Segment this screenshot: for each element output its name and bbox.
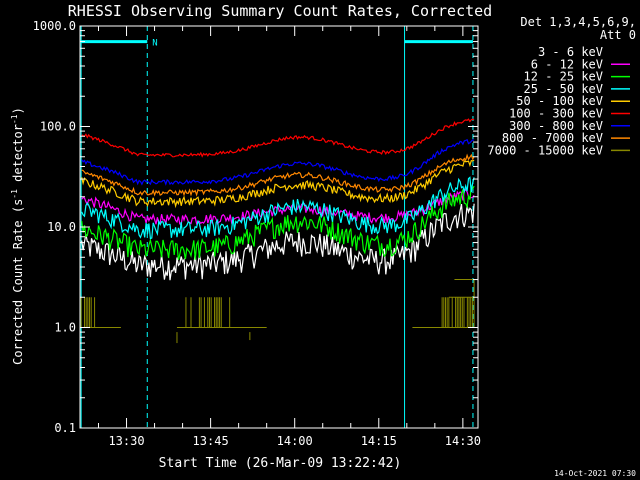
legend-label: 100 - 300 keV (509, 107, 603, 121)
series-line-800-7000-kev (81, 153, 475, 197)
y-tick-label: 1.0 (54, 321, 76, 335)
legend-label: 3 - 6 keV (538, 45, 603, 59)
legend-label: 7000 - 15000 keV (487, 143, 603, 157)
legend-label: 800 - 7000 keV (502, 131, 603, 145)
plot-frame (79, 25, 479, 429)
axes-layer: 0.1 1.0 10.0 100.0 1000.0 13:30 13:45 14:00 14:1… (33, 19, 481, 448)
data-layer: N (80, 26, 475, 428)
x-axis-label: Start Time (26-Mar-09 13:22:42) (159, 456, 402, 471)
series-line-3-6-kev (81, 203, 475, 281)
flag-label: N (152, 39, 157, 49)
step-segment (448, 279, 475, 298)
y-tick-label: 100.0 (40, 120, 76, 134)
legend-header-line2: Att 0 (600, 28, 636, 42)
series-line-50-100-kev (81, 159, 475, 209)
y-axis-label: Corrected Count Rate (s-1 detector-1) (10, 107, 25, 365)
x-tick-label: 13:30 (108, 434, 144, 448)
y-tick-label: 1000.0 (33, 19, 76, 33)
x-tick-label: 14:15 (361, 434, 397, 448)
legend-label: 300 - 800 keV (509, 119, 603, 133)
y-tick-label: 0.1 (54, 421, 76, 435)
chart-title: RHESSI Observing Summary Count Rates, Co… (68, 2, 492, 20)
series-line-300-800-kev (81, 138, 475, 186)
x-tick-label: 14:30 (445, 434, 481, 448)
series-line-100-300-kev (81, 118, 475, 158)
series-7000-15000-kev (80, 279, 475, 344)
x-tick-label: 13:45 (193, 434, 229, 448)
legend-label: 12 - 25 keV (524, 70, 603, 84)
y-tick-label: 10.0 (47, 220, 76, 234)
legend-label: 50 - 100 keV (516, 94, 603, 108)
series-line-25-50-kev (81, 176, 475, 240)
x-tick-label: 14:00 (277, 434, 313, 448)
legend-header-line1: Det 1,3,4,5,6,9, (520, 15, 636, 29)
legend-label: 6 - 12 keV (531, 57, 603, 71)
legend-label: 25 - 50 keV (524, 82, 603, 96)
footer-date: 14-Oct-2021 07:30 (554, 469, 636, 478)
series-line-12-25-kev (81, 184, 475, 261)
